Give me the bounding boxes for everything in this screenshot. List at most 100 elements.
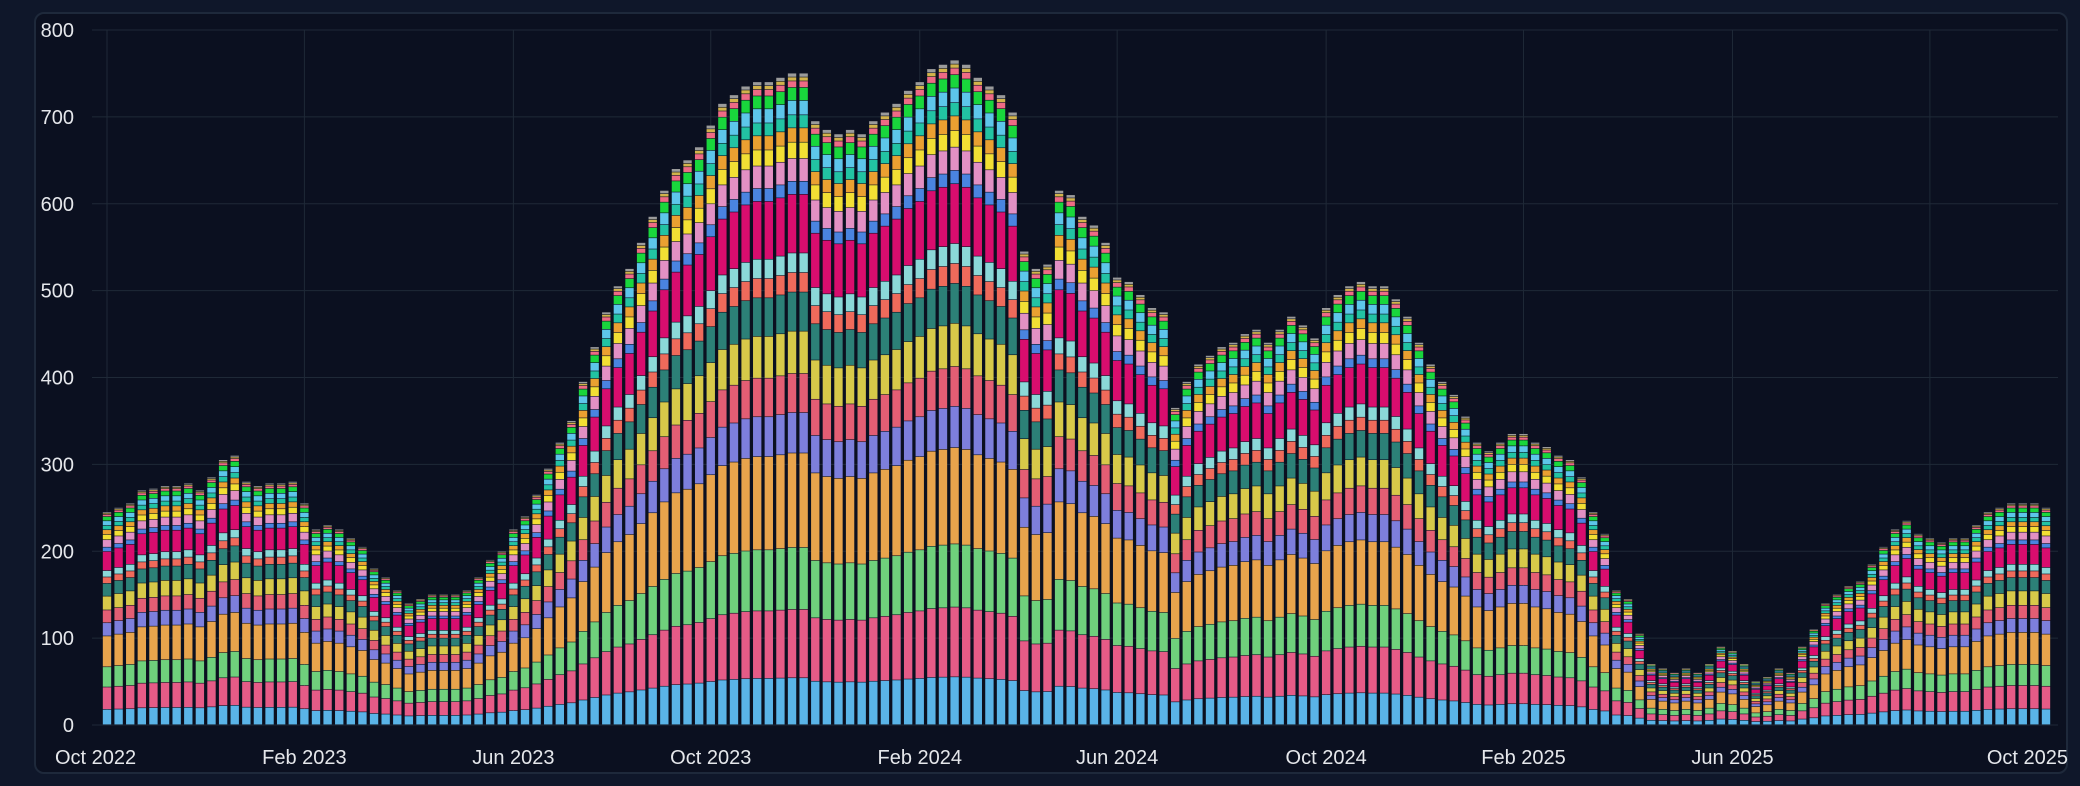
bar-segment: [1101, 263, 1110, 274]
bar-segment: [1995, 536, 2004, 544]
bar-segment: [555, 448, 564, 454]
bar-segment: [1159, 695, 1168, 725]
bar-segment: [1310, 363, 1319, 371]
bar-segment: [404, 626, 414, 637]
bar-segment: [335, 555, 344, 562]
bar-segment: [892, 185, 901, 207]
bar-segment: [242, 593, 251, 608]
bar-segment: [1914, 609, 1923, 622]
bar-segment: [1252, 329, 1261, 332]
bar-segment: [485, 680, 495, 696]
bar-segment: [485, 573, 495, 577]
bar-segment: [149, 513, 158, 520]
bar-segment: [694, 567, 704, 623]
bar-segment: [509, 671, 518, 690]
bar-segment: [1774, 720, 1784, 725]
bar-segment: [137, 491, 147, 493]
bar-segment: [2041, 634, 2051, 666]
bar-segment: [1937, 648, 1946, 675]
bar-segment: [811, 159, 820, 172]
bar-segment: [1147, 423, 1157, 435]
bar-segment: [1252, 462, 1261, 486]
bar-segment: [694, 195, 704, 208]
bar-segment: [985, 679, 994, 725]
bar-segment: [323, 551, 332, 558]
bar-segment: [660, 197, 669, 202]
bar-segment: [892, 615, 901, 680]
bar-segment: [1031, 600, 1041, 644]
bar-segment: [1821, 640, 1830, 644]
bar-segment: [207, 621, 216, 658]
bar-segment: [1043, 599, 1052, 643]
bar-segment: [1426, 485, 1435, 507]
bar-segment: [903, 679, 913, 725]
bar-segment: [1391, 521, 1400, 547]
bar-segment: [1380, 332, 1389, 344]
bar-segment: [1020, 301, 1029, 313]
bar-segment: [671, 573, 681, 626]
bar-segment: [706, 437, 715, 475]
bar-segment: [520, 538, 530, 544]
bar-segment: [1298, 334, 1308, 342]
bar-segment: [1205, 379, 1215, 387]
bar-segment: [753, 456, 762, 550]
bar-segment: [126, 544, 135, 565]
bar-segment: [1612, 652, 1621, 660]
bar-segment: [1530, 675, 1540, 705]
bar-segment: [1496, 495, 1505, 520]
bar-segment: [288, 522, 297, 527]
bar-segment: [764, 550, 773, 611]
bar-segment: [265, 483, 274, 485]
bar-segment: [1577, 681, 1586, 707]
bar-segment: [218, 549, 228, 565]
bar-segment: [683, 163, 692, 167]
bar-segment: [184, 488, 193, 494]
bar-segment: [938, 286, 948, 326]
bar-segment: [625, 274, 634, 279]
bar-segment: [567, 460, 576, 471]
bar-segment: [369, 616, 379, 621]
bar-segment: [880, 138, 890, 152]
bar-segment: [1403, 392, 1412, 429]
bar-segment: [126, 526, 135, 532]
bar-segment: [1844, 624, 1853, 628]
bar-segment: [1205, 355, 1215, 358]
bar-segment: [1496, 704, 1505, 725]
bar-segment: [915, 417, 924, 457]
bar-segment: [1519, 704, 1528, 725]
bar-segment: [416, 604, 425, 607]
bar-segment: [1589, 534, 1598, 540]
bar-segment: [555, 466, 564, 472]
bar-segment: [532, 585, 541, 601]
bar-segment: [613, 407, 623, 420]
bar-segment: [1310, 354, 1319, 363]
bar-segment: [427, 715, 437, 725]
bar-segment: [497, 553, 506, 555]
bar-segment: [1600, 645, 1609, 673]
bar-segment: [242, 707, 251, 725]
bar-segment: [613, 693, 623, 725]
bar-segment: [811, 221, 820, 233]
bar-segment: [1716, 661, 1726, 668]
bar-segment: [1043, 294, 1052, 303]
bar-segment: [1507, 472, 1517, 482]
bar-segment: [544, 516, 553, 539]
bar-segment: [544, 468, 553, 470]
bar-segment: [1867, 648, 1877, 658]
bar-segment: [416, 690, 425, 703]
bar-segment: [706, 291, 715, 309]
bar-segment: [985, 100, 994, 113]
bar-segment: [1902, 533, 1911, 538]
bar-segment: [1565, 541, 1575, 549]
bar-segment: [195, 500, 205, 505]
bar-segment: [996, 161, 1006, 178]
bar-segment: [218, 705, 228, 725]
bar-segment: [253, 625, 263, 660]
bar-segment: [1623, 657, 1633, 665]
bar-segment: [1240, 398, 1250, 407]
bar-segment: [741, 100, 750, 113]
bar-segment: [625, 449, 634, 479]
bar-segment: [2041, 593, 2051, 608]
bar-segment: [869, 134, 878, 146]
bar-segment: [671, 389, 681, 425]
